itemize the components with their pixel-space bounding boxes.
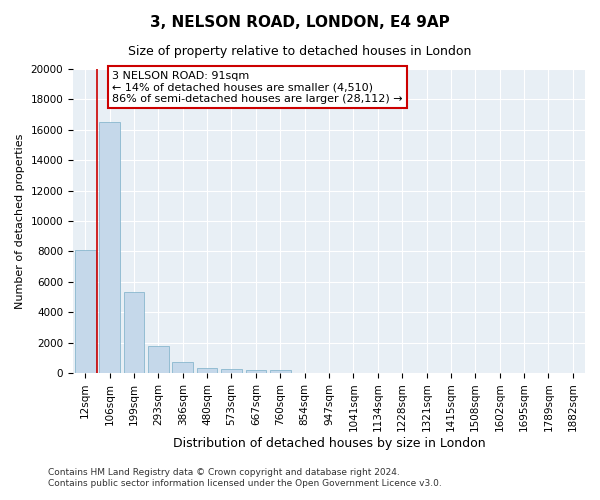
Text: 3 NELSON ROAD: 91sqm
← 14% of detached houses are smaller (4,510)
86% of semi-de: 3 NELSON ROAD: 91sqm ← 14% of detached h… [112, 70, 403, 104]
Bar [124, 292, 145, 373]
Bar [148, 346, 169, 373]
Bar [221, 369, 242, 373]
X-axis label: Distribution of detached houses by size in London: Distribution of detached houses by size … [173, 437, 485, 450]
Bar [197, 368, 217, 373]
Bar [75, 250, 95, 373]
Text: Contains HM Land Registry data © Crown copyright and database right 2024.
Contai: Contains HM Land Registry data © Crown c… [48, 468, 442, 487]
Y-axis label: Number of detached properties: Number of detached properties [15, 134, 25, 308]
Bar [172, 362, 193, 373]
Bar [270, 370, 290, 373]
Text: Size of property relative to detached houses in London: Size of property relative to detached ho… [128, 45, 472, 58]
Bar [245, 370, 266, 373]
Text: 3, NELSON ROAD, LONDON, E4 9AP: 3, NELSON ROAD, LONDON, E4 9AP [150, 15, 450, 30]
Bar [99, 122, 120, 373]
